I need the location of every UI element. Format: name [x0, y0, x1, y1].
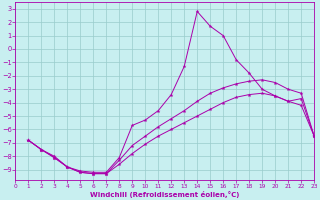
- X-axis label: Windchill (Refroidissement éolien,°C): Windchill (Refroidissement éolien,°C): [90, 191, 239, 198]
